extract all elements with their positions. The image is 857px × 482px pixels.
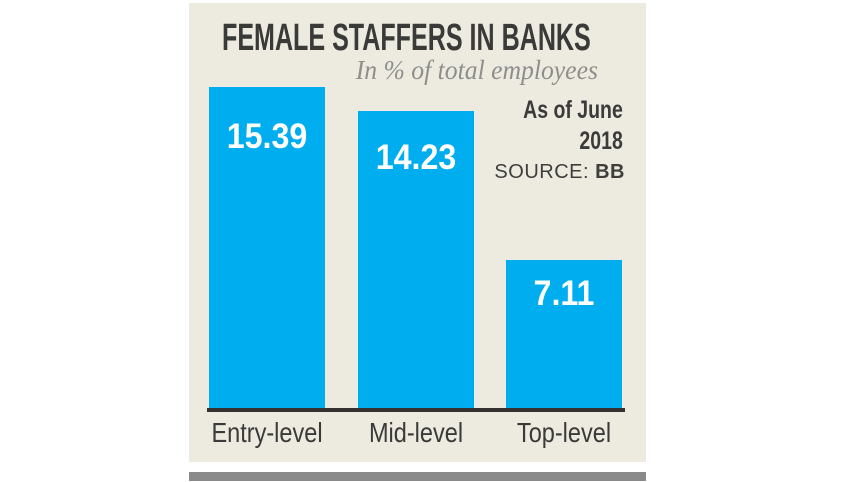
category-label-entry-level: Entry-level [211,417,323,448]
bar-top-level: 7.11 [506,260,622,409]
source-value: BB [595,161,625,183]
bar-mid-level: 14.23 [358,111,474,409]
bar-value-label: 14.23 [375,138,457,177]
source-line: SOURCE: BB [494,161,625,184]
as-of-line1: As of June [523,96,623,124]
bar-value-label: 15.39 [226,117,308,156]
bar-value-label: 7.11 [533,274,595,313]
bottom-divider-strip [189,472,646,481]
chart-title: FEMALE STAFFERS IN BANKS [222,17,591,59]
chart-panel: FEMALE STAFFERS IN BANKS In % of total e… [189,3,646,462]
source-label: SOURCE: [494,161,590,183]
chart-subtitle: In % of total employees [355,55,598,85]
category-label-mid-level: Mid-level [368,417,464,448]
as-of-annotation: As of June 2018 [523,95,623,157]
x-axis-line [207,408,625,412]
as-of-line2: 2018 [579,127,623,155]
category-label-top-level: Top-level [516,417,612,448]
plot-area: 15.39 14.23 7.11 Entry-level Mid-level T… [189,3,646,462]
bar-entry-level: 15.39 [209,87,325,409]
